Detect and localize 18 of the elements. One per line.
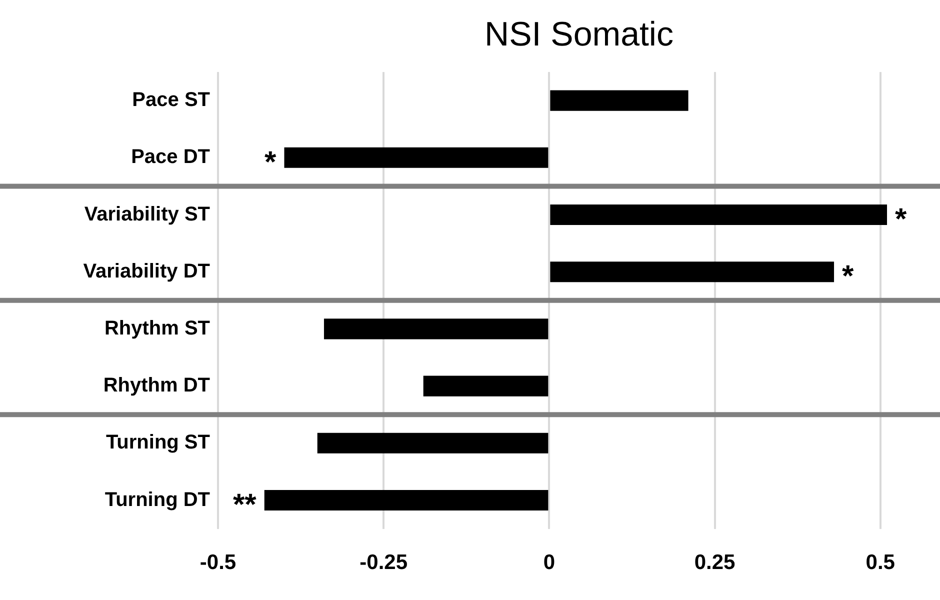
x-tick-label: -0.5 bbox=[200, 551, 236, 574]
x-tick-label: 0.5 bbox=[866, 551, 896, 574]
y-tick-label: Rhythm DT bbox=[103, 374, 210, 397]
y-tick-label: Turning DT bbox=[104, 488, 210, 511]
y-tick-label: Turning ST bbox=[106, 432, 210, 454]
y-tick-label: Pace ST bbox=[132, 89, 210, 112]
x-tick-label: 0.25 bbox=[694, 551, 736, 574]
x-tick-label: -0.25 bbox=[360, 551, 408, 574]
annotation: * bbox=[264, 146, 277, 179]
chart-title: NSI Somatic bbox=[484, 15, 674, 54]
annotation: ** bbox=[233, 488, 257, 522]
x-tick-label: 0 bbox=[543, 551, 556, 574]
y-tick-label: Rhythm ST bbox=[104, 317, 210, 340]
annotation: * bbox=[895, 203, 908, 236]
y-tick-label: Pace DT bbox=[131, 146, 210, 168]
annotation: * bbox=[842, 260, 854, 294]
y-tick-label: Variability DT bbox=[83, 260, 210, 282]
y-tick-label: Variability ST bbox=[84, 203, 210, 226]
